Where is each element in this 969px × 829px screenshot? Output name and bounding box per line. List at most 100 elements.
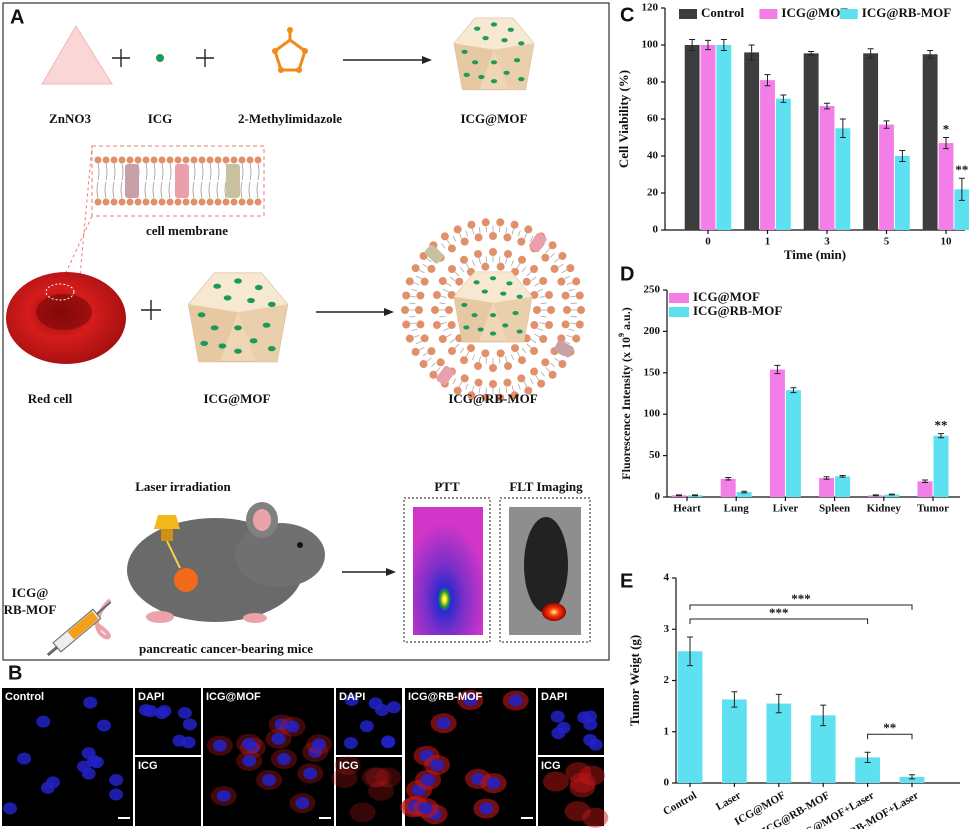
lipid-head: [150, 198, 158, 206]
nucleus: [271, 732, 286, 745]
bar: [954, 189, 969, 230]
lipid-head: [447, 264, 456, 273]
y-tick-label: 80: [647, 76, 659, 88]
lipid-tail: [505, 356, 508, 363]
bar: [700, 45, 716, 230]
lipid-tail: [554, 357, 560, 362]
nucleus: [386, 701, 401, 714]
significance: ***: [769, 605, 789, 620]
lipid-tail: [441, 243, 446, 249]
lipid-head: [190, 156, 198, 164]
lipid-head: [517, 374, 526, 383]
lipid-tail: [478, 257, 481, 264]
nucleus: [81, 747, 96, 760]
lipid-head: [198, 198, 206, 206]
bar: [899, 776, 925, 783]
x-tick-label: Laser: [714, 789, 743, 813]
lipid-head: [118, 156, 126, 164]
lipid-tail: [540, 315, 547, 318]
lipid-head: [539, 277, 548, 285]
lipid-tail: [521, 347, 527, 354]
lipid-tail: [216, 163, 220, 199]
lipid-head: [453, 225, 462, 234]
lipid-head: [522, 277, 531, 286]
cytoplasm: [375, 767, 402, 788]
x-tick-label: Spleen: [819, 503, 850, 515]
lipid-head: [254, 156, 262, 164]
lipid-tail: [521, 266, 527, 273]
lipid-tail: [442, 288, 449, 293]
bar: [938, 143, 954, 230]
lipid-head: [481, 349, 490, 358]
nucleus: [212, 739, 227, 752]
lipid-tail: [471, 228, 475, 235]
lipid-tail: [168, 163, 172, 199]
y-axis-title: Fluorescence Intensity (x 109 a.u.): [617, 307, 633, 479]
lipid-head: [510, 220, 519, 229]
lipid-tail: [96, 163, 100, 199]
lipid-head: [489, 248, 497, 256]
lipid-head: [561, 291, 570, 300]
lipid-tail: [435, 367, 441, 373]
lipid-head: [432, 321, 441, 330]
lipid-head: [134, 198, 142, 206]
nucleus: [430, 758, 445, 771]
nucleus: [157, 705, 172, 718]
lipid-head: [416, 320, 425, 329]
y-tick-label: 0: [664, 777, 670, 789]
lipid-tail: [449, 338, 456, 344]
lipid-head: [206, 198, 214, 206]
lipid-head: [142, 156, 150, 164]
ptt-image: [413, 507, 483, 635]
lipid-head: [572, 277, 581, 286]
y-axis-title: Cell Viability (%): [616, 70, 631, 168]
nucleus: [96, 719, 111, 732]
lipid-head: [518, 255, 526, 264]
error-bar: [888, 493, 895, 496]
lipid-tail: [458, 381, 463, 388]
lipid-tail: [535, 375, 540, 381]
lipid-tail: [564, 275, 571, 280]
y-tick-label: 0: [655, 491, 661, 503]
lipid-tail: [426, 258, 432, 263]
panel-label: B: [8, 662, 22, 684]
lipid-tail: [478, 386, 481, 393]
lipid-tail: [120, 163, 124, 199]
lipid-tail: [505, 257, 508, 264]
lipid-head: [102, 156, 110, 164]
nucleus: [359, 720, 374, 733]
laser-device: [154, 515, 180, 529]
tumor: [174, 568, 198, 592]
lipid-head: [246, 156, 254, 164]
lipid-tail: [160, 163, 164, 199]
ptt-label: PTT: [434, 479, 460, 494]
legend-label: ICG@RB-MOF: [862, 5, 951, 20]
lipid-head: [182, 156, 190, 164]
significance: *: [943, 121, 950, 136]
lipid-head: [440, 232, 449, 241]
panel-label: C: [620, 4, 634, 26]
lipid-head: [561, 320, 570, 329]
lipid-head: [238, 198, 246, 206]
lipid-head: [455, 277, 464, 286]
significance: **: [883, 720, 896, 735]
lipid-head: [496, 262, 505, 271]
lipid-head: [230, 156, 238, 164]
cell-label: Red cell: [28, 391, 73, 406]
lipid-head: [438, 277, 447, 285]
nucleus: [588, 738, 603, 751]
reagent-label: 2-Methylimidazole: [238, 111, 342, 126]
lipid-head: [198, 156, 206, 164]
y-axis-title: Tumor Weigt (g): [627, 635, 642, 727]
syringe: [46, 601, 112, 657]
lipid-tail: [442, 327, 449, 332]
bar: [810, 715, 836, 783]
y-tick-label: 250: [644, 284, 661, 296]
significance: **: [935, 418, 948, 433]
lipid-head: [510, 391, 519, 400]
lipid-head: [530, 321, 539, 330]
lipid-tail: [529, 378, 534, 385]
cytoplasm: [569, 772, 596, 793]
lipid-tail: [530, 276, 537, 282]
error-bar: [872, 494, 879, 497]
